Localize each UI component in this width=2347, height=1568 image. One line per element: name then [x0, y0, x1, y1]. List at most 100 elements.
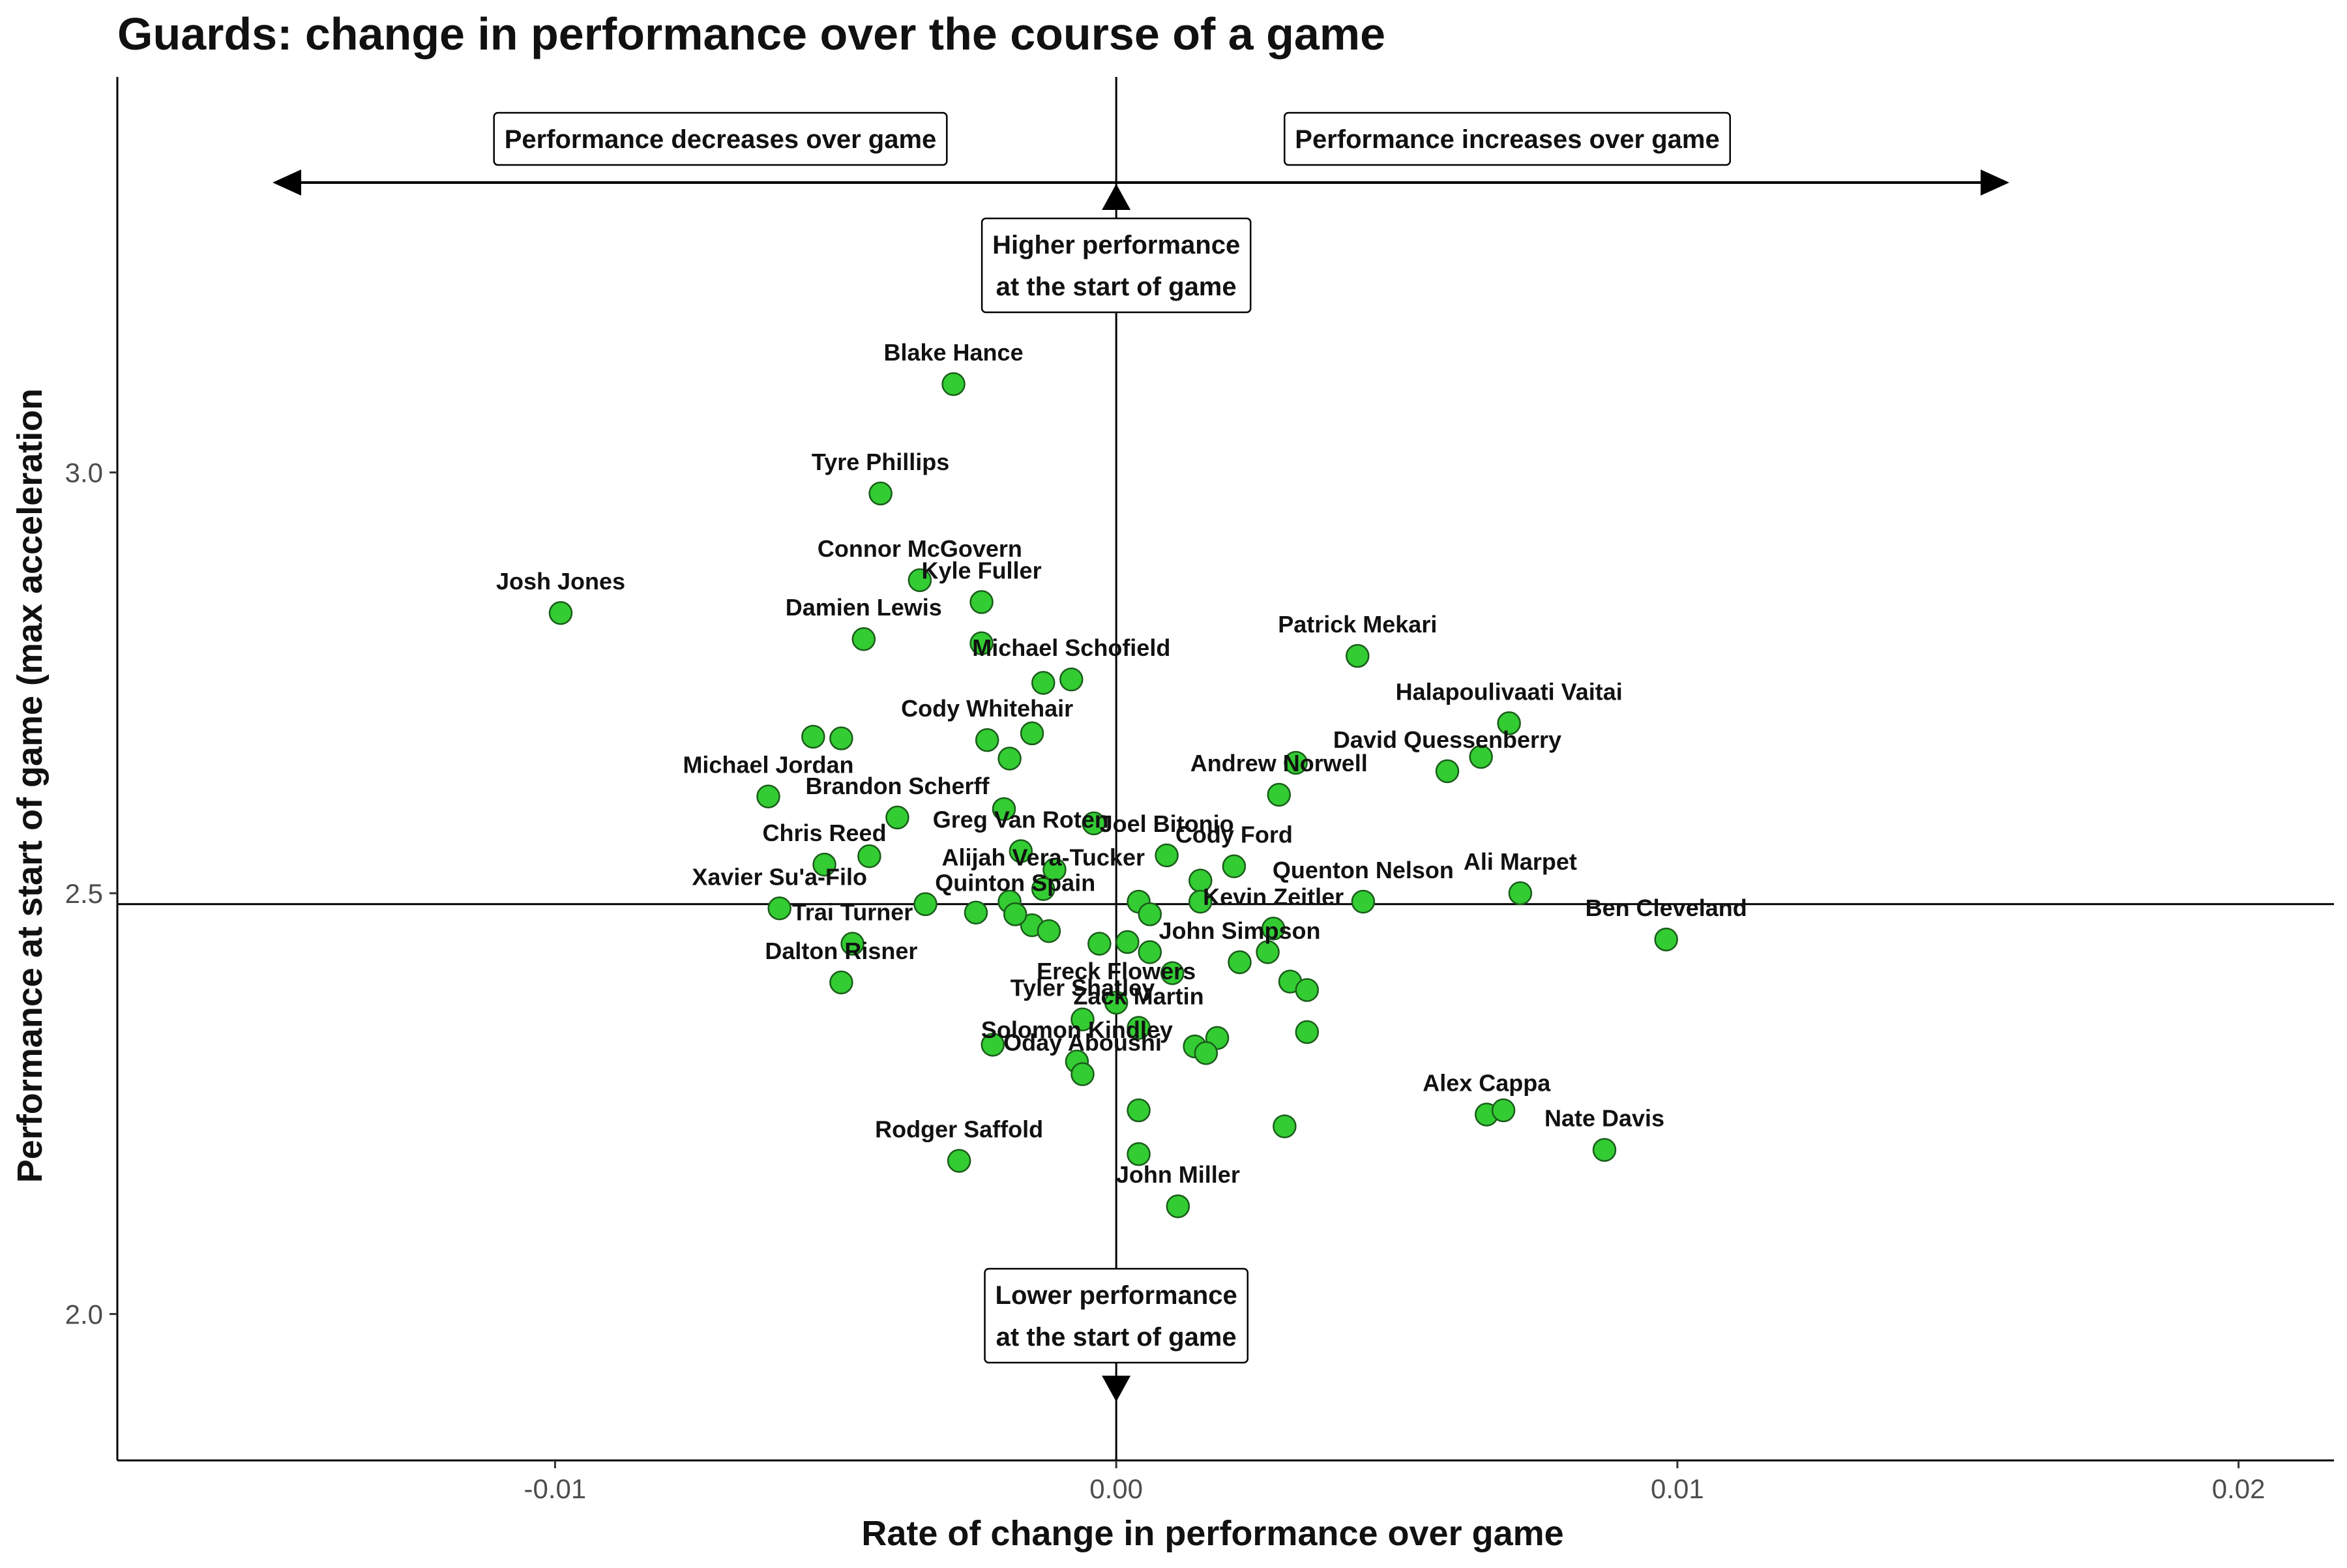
- data-point: [1104, 990, 1129, 1015]
- direction-arrows: [273, 170, 2009, 1402]
- y-tick-label: 3.0: [65, 458, 103, 488]
- decrease-annotation: Performance decreases over game: [493, 111, 948, 166]
- point-label: Ereck Flowers: [1037, 958, 1196, 984]
- data-point: [981, 1033, 1005, 1057]
- x-tick-label: 0.01: [1651, 1473, 1704, 1504]
- point-label: Patrick Mekari: [1278, 611, 1437, 638]
- increase-annotation-text: Performance increases over game: [1295, 125, 1719, 154]
- point-label: Greg Van Roten: [933, 806, 1109, 833]
- data-point: [1042, 857, 1067, 882]
- data-point: [1160, 961, 1185, 985]
- data-point: [969, 590, 994, 614]
- data-points: [548, 372, 1678, 1219]
- point-label: Josh Jones: [496, 568, 625, 595]
- down-arrowhead: [1102, 1376, 1131, 1402]
- data-point: [1031, 671, 1055, 695]
- point-label: John Simpson: [1159, 917, 1321, 944]
- point-label: Rodger Saffold: [875, 1116, 1043, 1142]
- point-label: Kyle Fuller: [922, 557, 1042, 584]
- point-label: Kevin Zeitler: [1203, 883, 1344, 910]
- point-label: Michael Jordan: [683, 752, 853, 778]
- x-tick-label: 0.02: [2212, 1473, 2266, 1504]
- data-point: [1284, 750, 1308, 775]
- data-point: [1009, 839, 1033, 863]
- point-label: Cody Whitehair: [901, 695, 1073, 722]
- data-point: [1127, 1098, 1151, 1123]
- point-label: Alex Cappa: [1423, 1070, 1551, 1097]
- data-point: [1267, 782, 1292, 807]
- data-point: [1031, 877, 1055, 901]
- data-point: [1295, 1020, 1320, 1044]
- point-label: Ali Marpet: [1464, 848, 1577, 875]
- point-label: Halapoulivaati Vaitai: [1396, 678, 1623, 705]
- data-point: [857, 844, 881, 868]
- data-point: [548, 600, 573, 625]
- point-label: Connor McGovern: [818, 535, 1022, 562]
- point-label: Trai Turner: [792, 898, 913, 925]
- point-label: Ben Cleveland: [1586, 895, 1747, 921]
- data-point: [756, 784, 780, 808]
- data-point: [1228, 950, 1252, 975]
- point-label: Quinton Spain: [935, 869, 1095, 896]
- data-point: [767, 896, 791, 921]
- data-point: [1592, 1138, 1617, 1162]
- axes: -0.01 0.00 0.01 0.02 2.0 2.5 3.0: [65, 77, 2334, 1504]
- data-point: [908, 568, 932, 593]
- data-point: [1166, 1194, 1190, 1219]
- data-point: [868, 481, 893, 506]
- data-point: [1138, 940, 1162, 964]
- point-label: Brandon Scherff: [805, 773, 990, 799]
- data-point: [1469, 745, 1493, 769]
- data-point: [829, 970, 853, 995]
- data-point: [1082, 811, 1106, 836]
- point-label: Quenton Nelson: [1273, 857, 1454, 883]
- point-label: Cody Ford: [1175, 821, 1293, 848]
- data-point: [1491, 1098, 1516, 1123]
- point-label: Xavier Su'a-Filo: [692, 863, 867, 890]
- point-label: Andrew Norwell: [1190, 750, 1368, 777]
- left-arrowhead: [273, 170, 301, 196]
- point-label: Tyler Shatley: [1011, 975, 1155, 1001]
- decrease-annotation-frame: [493, 111, 948, 166]
- increase-annotation-frame: [1284, 111, 1731, 166]
- data-point: [913, 892, 937, 917]
- data-point: [1508, 881, 1533, 906]
- higher-start-annotation-frame: [981, 217, 1252, 314]
- up-arrowhead: [1102, 184, 1131, 210]
- x-tick-label: -0.01: [524, 1473, 587, 1504]
- data-point: [885, 805, 909, 830]
- point-label: Damien Lewis: [786, 594, 942, 621]
- decrease-annotation-text: Performance decreases over game: [505, 125, 937, 154]
- data-point: [1256, 940, 1280, 964]
- point-label: Alijah Vera-Tucker: [942, 844, 1145, 871]
- data-point: [1037, 919, 1061, 943]
- higher-start-annotation-text: Higher performance: [992, 231, 1240, 259]
- data-point: [1003, 902, 1027, 926]
- data-point: [1070, 1062, 1095, 1086]
- data-point: [1351, 889, 1376, 914]
- data-point: [969, 631, 994, 655]
- higher-start-annotation-text: at the start of game: [996, 273, 1237, 301]
- data-point: [1070, 1007, 1095, 1031]
- data-point: [1435, 759, 1460, 784]
- chart-title: Guards: change in performance over the c…: [117, 8, 1385, 59]
- point-label: Dalton Risner: [765, 938, 917, 964]
- lower-start-annotation: Lower performance at the start of game: [984, 1267, 1249, 1364]
- data-point: [992, 797, 1016, 821]
- data-point: [1155, 843, 1179, 868]
- data-point: [941, 372, 966, 396]
- point-label: Joel Bitonio: [1100, 810, 1234, 837]
- data-point: [1497, 711, 1521, 735]
- x-axis-title: Rate of change in performance over game: [861, 1514, 1563, 1553]
- point-label: Blake Hance: [883, 339, 1023, 366]
- data-point: [851, 627, 876, 651]
- point-label: Nate Davis: [1544, 1105, 1664, 1132]
- data-point: [964, 900, 988, 925]
- point-label: David Quessenberry: [1333, 726, 1561, 753]
- data-point: [829, 726, 853, 750]
- data-point: [1138, 902, 1162, 926]
- annotation-boxes: Performance decreases over game Performan…: [493, 111, 1731, 1364]
- point-label: Oday Aboushi: [1003, 1029, 1162, 1056]
- data-point: [1295, 978, 1320, 1002]
